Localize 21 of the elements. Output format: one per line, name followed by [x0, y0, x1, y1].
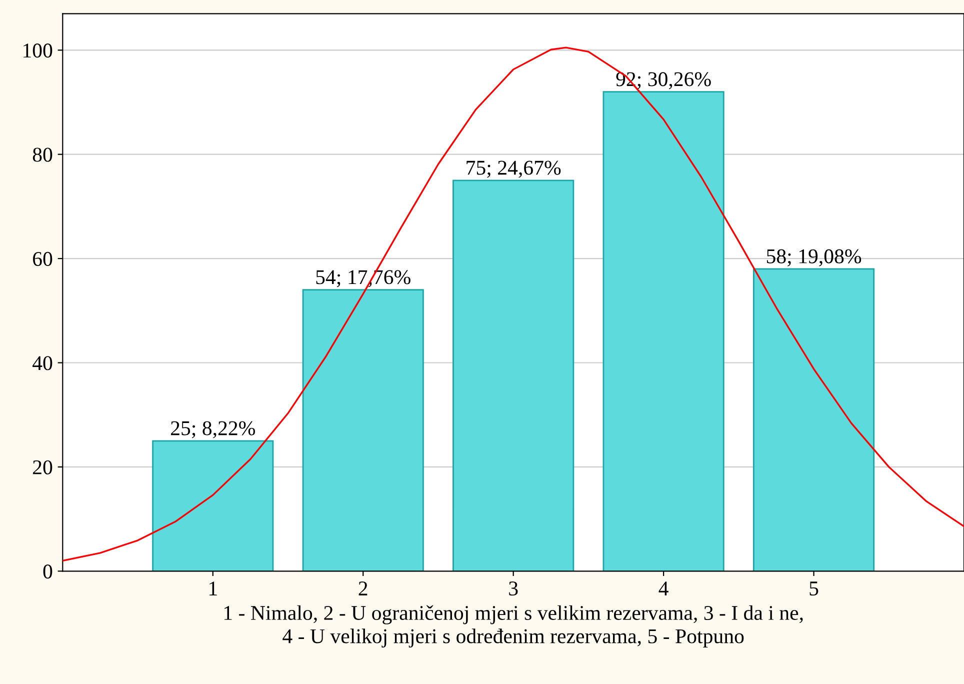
bar — [602, 91, 724, 572]
y-tick-label: 100 — [24, 44, 52, 58]
x-axis-title: 1 - Nimalo, 2 - U ograničenoj mjeri s velikim rezervama, 3 - I da i ne, 4 - U velikoj mjeri s određenim rezervama, 5 - Potpuno — [224, 605, 803, 648]
data-label: 25; 8,22% — [170, 421, 255, 438]
x-tick-label: 2 — [358, 582, 368, 596]
bar — [452, 180, 574, 572]
data-label: 58; 19,08% — [766, 249, 862, 266]
bar — [302, 289, 424, 572]
y-tick-label: 80 — [32, 148, 52, 162]
y-tick-label: 20 — [33, 460, 52, 474]
bar — [152, 440, 274, 572]
x-tick-label: 1 — [210, 582, 217, 596]
data-label: 75; 24,67% — [466, 160, 561, 178]
x-tick-label: 3 — [509, 582, 518, 596]
line-series — [62, 46, 964, 562]
bar — [752, 268, 875, 572]
x-tick-label: 4 — [658, 582, 668, 596]
y-tick-label: 40 — [32, 356, 52, 370]
x-tick-label: 5 — [810, 582, 818, 596]
y-tick-label: 0 — [43, 564, 52, 579]
y-tick-label: 60 — [33, 252, 52, 266]
